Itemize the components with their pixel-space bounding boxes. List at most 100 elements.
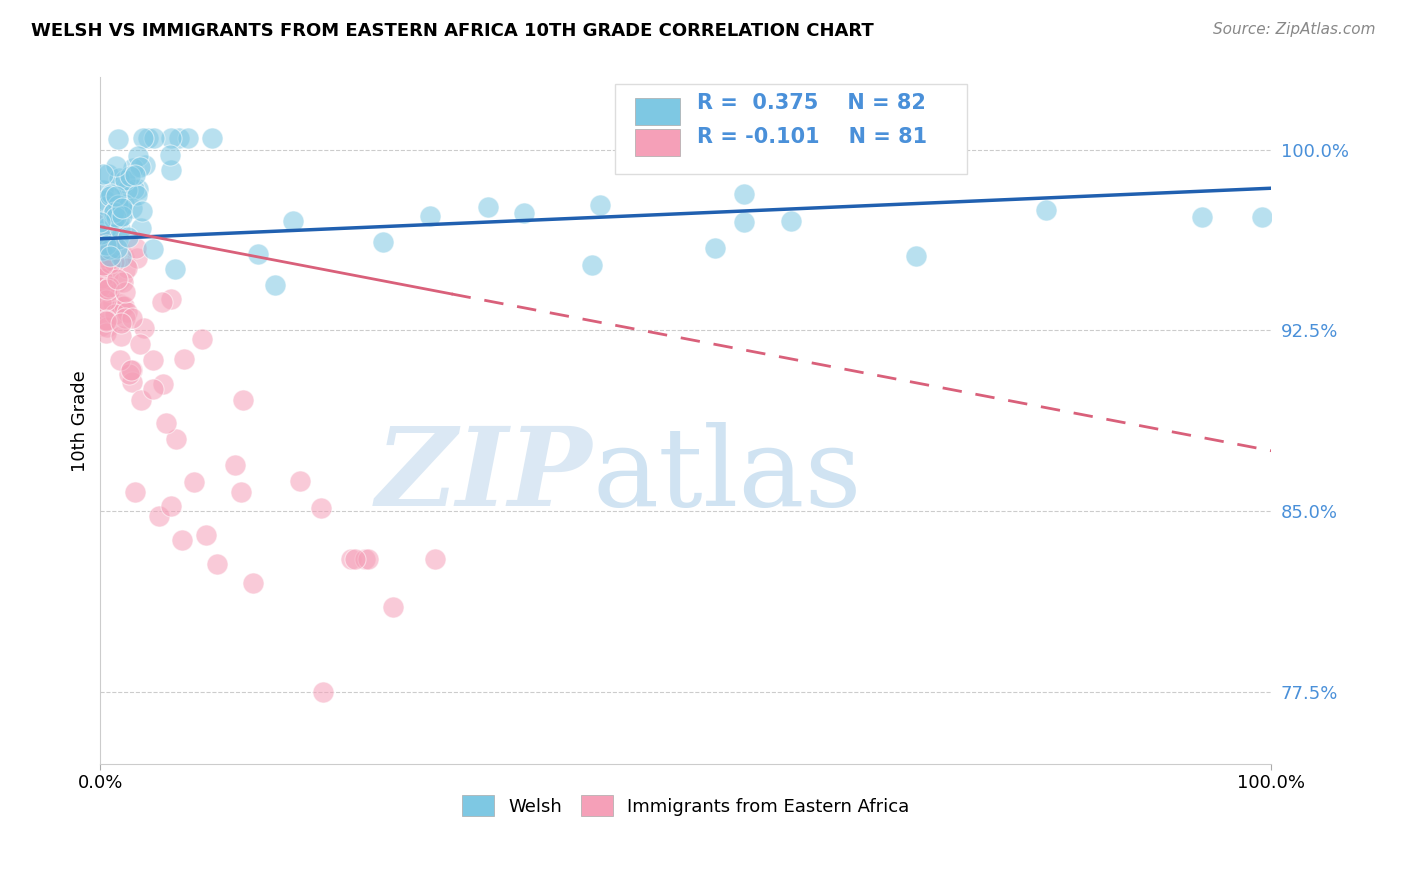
Point	[150, 294, 173, 309]
Point	[107, 232, 129, 246]
Point	[382, 600, 405, 615]
Point	[177, 130, 200, 145]
Point	[96, 237, 118, 252]
Point	[419, 209, 441, 223]
Point	[103, 209, 125, 223]
Point	[105, 272, 128, 286]
Point	[89, 215, 111, 229]
Point	[194, 528, 217, 542]
Point	[103, 213, 125, 227]
Point	[93, 194, 115, 208]
Point	[108, 297, 131, 311]
Point	[114, 310, 136, 325]
Point	[120, 362, 142, 376]
Point	[103, 254, 125, 268]
Point	[163, 261, 186, 276]
Point	[98, 242, 121, 256]
Text: R = -0.101    N = 81: R = -0.101 N = 81	[697, 128, 928, 147]
Point	[107, 132, 129, 146]
Point	[90, 227, 112, 241]
Point	[229, 484, 252, 499]
Point	[589, 197, 612, 211]
Point	[159, 163, 181, 178]
Point	[90, 271, 112, 285]
Point	[127, 149, 149, 163]
Point	[107, 198, 129, 212]
Point	[512, 206, 534, 220]
Point	[703, 241, 725, 255]
Point	[232, 393, 254, 408]
Point	[100, 186, 122, 201]
Point	[121, 161, 143, 175]
Point	[97, 268, 120, 282]
Point	[115, 184, 138, 198]
Point	[98, 249, 121, 263]
Point	[105, 202, 128, 217]
Point	[224, 458, 246, 472]
Point	[159, 130, 181, 145]
Point	[110, 329, 132, 343]
Legend: Welsh, Immigrants from Eastern Africa: Welsh, Immigrants from Eastern Africa	[454, 789, 917, 823]
Point	[104, 307, 127, 321]
Point	[131, 392, 153, 407]
Point	[159, 148, 181, 162]
Point	[159, 499, 181, 513]
Point	[96, 293, 118, 307]
Point	[96, 319, 118, 334]
Point	[91, 214, 114, 228]
Point	[112, 197, 135, 211]
Point	[201, 130, 224, 145]
Point	[121, 201, 143, 215]
Point	[142, 242, 165, 256]
Point	[1251, 211, 1274, 225]
Point	[122, 181, 145, 195]
Point	[90, 243, 112, 257]
Point	[173, 352, 195, 367]
Point	[125, 251, 148, 265]
Point	[98, 251, 121, 265]
Point	[100, 256, 122, 270]
Point	[114, 173, 136, 187]
Point	[110, 316, 132, 330]
Point	[340, 552, 363, 566]
FancyBboxPatch shape	[636, 129, 681, 156]
Point	[97, 167, 120, 181]
Point	[96, 282, 118, 296]
Point	[733, 186, 755, 201]
Point	[108, 222, 131, 236]
Point	[111, 178, 134, 192]
Point	[94, 326, 117, 341]
Y-axis label: 10th Grade: 10th Grade	[72, 370, 89, 472]
Point	[357, 552, 380, 566]
Point	[115, 304, 138, 318]
Point	[132, 321, 155, 335]
Point	[121, 363, 143, 377]
Point	[129, 221, 152, 235]
Point	[90, 318, 112, 333]
Point	[101, 296, 124, 310]
Point	[105, 188, 128, 202]
Point	[103, 234, 125, 248]
Point	[165, 432, 187, 446]
Point	[91, 183, 114, 197]
Point	[134, 158, 156, 172]
Point	[117, 230, 139, 244]
Point	[105, 159, 128, 173]
Point	[129, 160, 152, 174]
Point	[142, 130, 165, 145]
Point	[190, 332, 212, 346]
Point	[423, 552, 446, 566]
Point	[111, 299, 134, 313]
Point	[110, 250, 132, 264]
FancyBboxPatch shape	[636, 98, 681, 126]
Point	[96, 241, 118, 255]
Point	[148, 508, 170, 523]
Point	[101, 206, 124, 220]
Point	[207, 557, 229, 571]
Point	[94, 239, 117, 253]
Point	[904, 249, 927, 263]
Point	[155, 417, 177, 431]
Point	[344, 552, 367, 566]
Point	[91, 258, 114, 272]
Point	[373, 235, 395, 249]
